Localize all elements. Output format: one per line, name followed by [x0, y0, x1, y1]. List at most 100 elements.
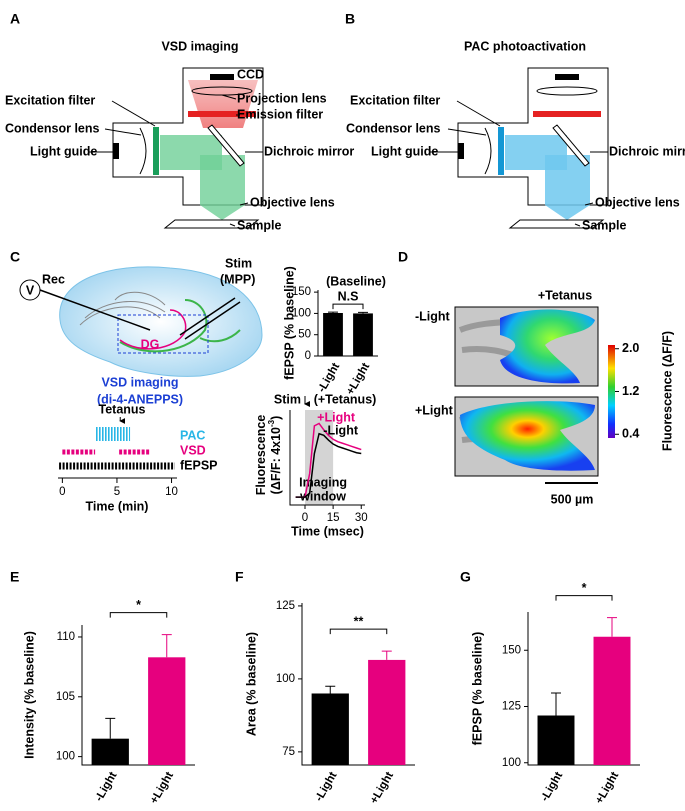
panel-d: D +Tetanus -Light +Light Fluorescence (Δ…	[398, 249, 674, 507]
y-tick-label: 125	[276, 600, 295, 612]
label: (MPP)	[220, 272, 255, 286]
x-tick-label: 15	[327, 512, 340, 524]
y-tick-label: 105	[56, 691, 75, 703]
significance-bracket	[332, 303, 364, 310]
error-bar	[358, 311, 368, 314]
error-bar	[328, 311, 338, 313]
significance-bracket	[109, 612, 168, 618]
error-bar	[161, 634, 172, 658]
label: DG	[141, 337, 160, 351]
chart-title: (Baseline)	[326, 274, 386, 288]
electrodes	[39, 289, 241, 340]
trace	[295, 432, 362, 498]
dg-layer	[119, 299, 241, 353]
bar	[537, 715, 575, 765]
x-tick-label: -Light	[313, 770, 339, 804]
bar	[353, 313, 373, 356]
panel-title: VSD imaging	[161, 39, 238, 53]
y-tick-label: 100	[502, 757, 521, 769]
bar	[323, 312, 343, 356]
label: Sample	[582, 218, 627, 232]
label: Stim	[225, 256, 252, 270]
microscope-body	[457, 67, 609, 206]
sample-plane	[508, 219, 605, 229]
panel-label: B	[345, 11, 355, 27]
axis-label: Time (min)	[86, 499, 149, 513]
y-tick-label: 150	[292, 286, 311, 298]
label: Light guide	[371, 144, 438, 158]
bar	[368, 659, 406, 765]
y-axis-label: -3	[267, 419, 276, 427]
significance-label: *	[582, 581, 587, 595]
emission-filter	[533, 111, 601, 117]
x-tick-label: -Light	[539, 770, 565, 804]
label: CCD	[237, 67, 264, 81]
activity-map	[500, 309, 595, 384]
emission-filter	[188, 111, 256, 117]
y-axis-label: Fluorescence	[254, 415, 268, 496]
panel-b: B PAC photoactivation Dichroic mirror Ob…	[345, 11, 685, 233]
label: Objective lens	[250, 195, 335, 209]
pac-stimulation	[95, 427, 131, 441]
x-tick-label: +Light	[148, 770, 176, 806]
colorbar-tick-label: 1.2	[622, 384, 639, 398]
label: Emission filter	[237, 107, 323, 121]
label: Dichroic mirror	[264, 144, 354, 158]
x-tick-label: +Light	[593, 770, 621, 806]
y-axis-label: (ΔF/F: 4x10-3)	[267, 416, 283, 495]
x-axis-label: Time (msec)	[291, 524, 364, 538]
sample-plane	[163, 219, 260, 229]
axes	[289, 410, 365, 506]
window-label: window	[299, 489, 346, 503]
y-tick-label: 150	[502, 644, 521, 656]
y-axis-label: fEPSP (% baseline)	[282, 266, 296, 380]
y-tick-label: 110	[57, 631, 75, 643]
y-axis-label: Fluorescence	[254, 415, 268, 496]
colorbar-label: Fluorescence (ΔF/F)	[660, 331, 674, 451]
voltmeter-label: V	[26, 283, 35, 297]
ccd	[210, 74, 234, 80]
dichroic-mirror	[552, 124, 590, 167]
panel-label: A	[10, 11, 20, 27]
legend-label: -Light	[323, 423, 359, 437]
significance-bracket	[329, 628, 388, 635]
leader-lines	[88, 94, 263, 227]
label: Objective lens	[595, 195, 680, 209]
x-tick-label: +Light	[368, 770, 396, 806]
label: Condensor lens	[346, 121, 441, 135]
label: Rec	[42, 272, 65, 286]
bar	[148, 657, 186, 765]
y-tick-label: 50	[298, 329, 311, 341]
x-tick-label: -Light	[93, 770, 119, 804]
y-axis-label: Area (% baseline)	[244, 632, 258, 736]
colorbar-tick-label: 2.0	[622, 341, 639, 355]
condensor-lens	[139, 127, 147, 175]
y-axis-label: fEPSP (% baseline)	[470, 632, 484, 746]
error-bar	[325, 685, 336, 694]
significance-label: *	[136, 598, 141, 612]
dichroic-mirror	[207, 124, 245, 167]
leader-lines	[430, 100, 608, 227]
neurons	[79, 291, 166, 326]
y-axis-label: Intensity (% baseline)	[22, 631, 36, 759]
imaging-region	[117, 314, 209, 354]
activity-map	[460, 401, 595, 471]
y-axis-label: )	[269, 416, 283, 420]
x-tick-label: 5	[114, 486, 120, 498]
x-tick-label: 10	[165, 486, 178, 498]
ccd	[555, 74, 579, 80]
y-tick-label: 100	[292, 307, 311, 319]
y-tick-label: 75	[282, 746, 295, 758]
excitation-filter	[498, 127, 504, 175]
y-tick-label: 100	[56, 751, 75, 763]
light-guide	[113, 143, 119, 159]
label: (di-4-ANEPPS)	[97, 392, 183, 406]
microscope-body	[112, 67, 264, 206]
x-tick-label: 0	[59, 486, 65, 498]
label: Dichroic mirror	[609, 144, 685, 158]
chart-title: (+Tetanus)	[314, 392, 377, 406]
label: -Light	[415, 309, 451, 323]
label: +Tetanus	[538, 288, 592, 302]
bar	[593, 636, 631, 765]
label: Sample	[237, 218, 282, 232]
